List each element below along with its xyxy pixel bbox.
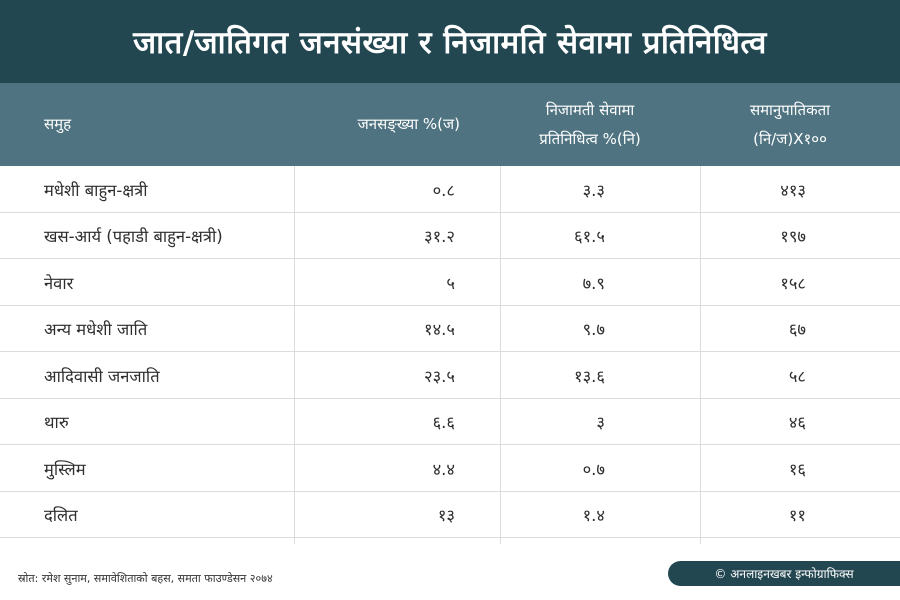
cell-group: आदिवासी जनजाति bbox=[44, 366, 160, 386]
column-divider bbox=[700, 166, 701, 544]
cell-group: नेवार bbox=[44, 273, 74, 293]
table-row: दलित १३ १.४ ११ bbox=[0, 492, 900, 538]
cell-proportionality: ४१३ bbox=[780, 180, 806, 200]
cell-population: १४.५ bbox=[424, 320, 455, 339]
cell-proportionality: १५८ bbox=[780, 273, 806, 293]
table-body: मधेशी बाहुन-क्षत्री ०.८ ३.३ ४१३ खस-आर्य (पहा… bbox=[0, 166, 900, 538]
cell-representation: ०.७ bbox=[582, 459, 605, 479]
cell-proportionality: १६ bbox=[788, 459, 806, 479]
cell-group: दलित bbox=[44, 506, 78, 525]
column-header-representation: निजामती सेवामा प्रतिनिधित्व %(नि) bbox=[505, 83, 675, 166]
cell-representation: ७.९ bbox=[582, 273, 605, 293]
table-row: थारु ६.६ ३ ४६ bbox=[0, 399, 900, 445]
cell-population: ४.४ bbox=[432, 459, 455, 479]
cell-population: ५ bbox=[446, 273, 455, 293]
column-header-proportionality-line1: समानुपातिकता bbox=[749, 100, 831, 119]
cell-representation: ३ bbox=[596, 413, 605, 432]
cell-representation: ९.७ bbox=[582, 320, 605, 339]
cell-representation: १३.६ bbox=[574, 366, 605, 386]
column-divider bbox=[294, 166, 295, 544]
table-row: खस-आर्य (पहाडी बाहुन-क्षत्री) ३१.२ ६१.५ १९७ bbox=[0, 213, 900, 259]
cell-population: १३ bbox=[437, 506, 455, 525]
column-header-representation-line1: निजामती सेवामा bbox=[545, 100, 635, 119]
column-header-population: जनसङ्ख्या %(ज) bbox=[300, 83, 460, 166]
cell-proportionality: ११ bbox=[788, 506, 806, 525]
table-row: आदिवासी जनजाति २३.५ १३.६ ५८ bbox=[0, 352, 900, 399]
source-note: स्रोत: रमेश सुनाम, समावेशिताको बहस, समता… bbox=[18, 572, 273, 585]
cell-population: २३.५ bbox=[424, 366, 455, 386]
table-header: समुह जनसङ्ख्या %(ज) निजामती सेवामा प्रति… bbox=[0, 83, 900, 166]
table-row: मुस्लिम ४.४ ०.७ १६ bbox=[0, 445, 900, 492]
column-divider bbox=[500, 166, 501, 544]
cell-representation: ३.३ bbox=[582, 180, 605, 200]
title-bar: जात/जातिगत जनसंख्या र निजामति सेवामा प्र… bbox=[0, 0, 900, 83]
page-title: जात/जातिगत जनसंख्या र निजामति सेवामा प्र… bbox=[133, 24, 767, 61]
column-header-proportionality: समानुपातिकता (नि/ज)X१०० bbox=[700, 83, 880, 166]
column-header-group-label: समुह bbox=[44, 115, 72, 133]
credit-badge: © अनलाइनखबर इन्फोग्राफिक्स bbox=[668, 561, 900, 586]
cell-proportionality: ४६ bbox=[788, 413, 806, 432]
table-row: मधेशी बाहुन-क्षत्री ०.८ ३.३ ४१३ bbox=[0, 166, 900, 213]
cell-population: ०.८ bbox=[432, 180, 455, 200]
column-header-proportionality-line2: (नि/ज)X१०० bbox=[753, 129, 827, 148]
column-header-representation-line2: प्रतिनिधित्व %(नि) bbox=[539, 129, 641, 148]
cell-group: थारु bbox=[44, 413, 69, 432]
table-row: नेवार ५ ७.९ १५८ bbox=[0, 259, 900, 306]
column-header-group: समुह bbox=[44, 83, 244, 166]
cell-group: मधेशी बाहुन-क्षत्री bbox=[44, 180, 148, 200]
cell-group: अन्य मधेशी जाति bbox=[44, 320, 148, 339]
cell-representation: ६१.५ bbox=[574, 227, 605, 246]
cell-group: खस-आर्य (पहाडी बाहुन-क्षत्री) bbox=[44, 227, 223, 246]
cell-proportionality: १९७ bbox=[780, 227, 806, 246]
cell-group: मुस्लिम bbox=[44, 459, 86, 479]
cell-proportionality: ६७ bbox=[788, 320, 806, 339]
column-header-population-label: जनसङ्ख्या %(ज) bbox=[357, 115, 460, 133]
cell-population: ३१.२ bbox=[424, 227, 455, 246]
cell-representation: १.४ bbox=[582, 506, 605, 525]
cell-population: ६.६ bbox=[432, 413, 455, 432]
table-row: अन्य मधेशी जाति १४.५ ९.७ ६७ bbox=[0, 306, 900, 352]
cell-proportionality: ५८ bbox=[788, 366, 806, 386]
